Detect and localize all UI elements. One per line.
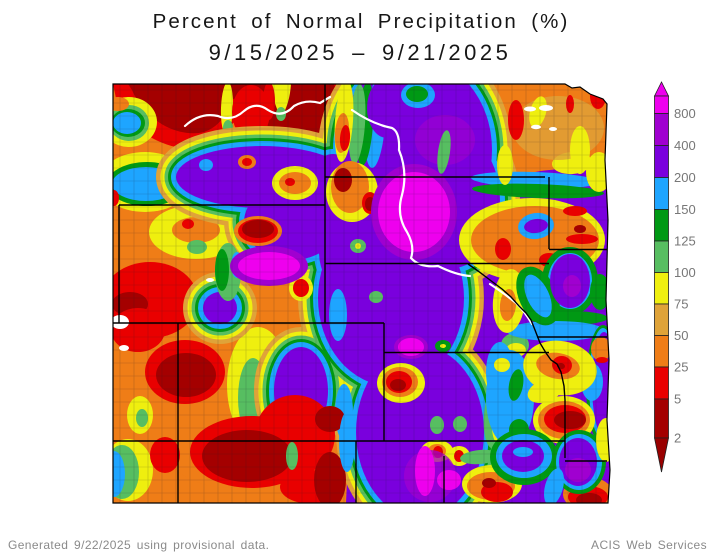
- svg-text:100: 100: [674, 265, 696, 280]
- svg-text:800: 800: [674, 106, 696, 121]
- svg-text:25: 25: [674, 360, 688, 375]
- svg-text:5: 5: [674, 392, 681, 407]
- svg-text:200: 200: [674, 170, 696, 185]
- svg-text:Percent of Normal Precipitatio: Percent of Normal Precipitation (%): [153, 10, 570, 33]
- svg-text:ACIS Web Services: ACIS Web Services: [591, 538, 707, 552]
- svg-text:75: 75: [674, 297, 688, 312]
- svg-text:2: 2: [674, 431, 681, 446]
- svg-text:9/15/2025 – 9/21/2025: 9/15/2025 – 9/21/2025: [209, 40, 512, 65]
- svg-text:150: 150: [674, 202, 696, 217]
- svg-text:400: 400: [674, 138, 696, 153]
- svg-text:Generated 9/22/2025 using prov: Generated 9/22/2025 using provisional da…: [8, 538, 269, 552]
- svg-text:50: 50: [674, 328, 688, 343]
- svg-text:125: 125: [674, 234, 696, 249]
